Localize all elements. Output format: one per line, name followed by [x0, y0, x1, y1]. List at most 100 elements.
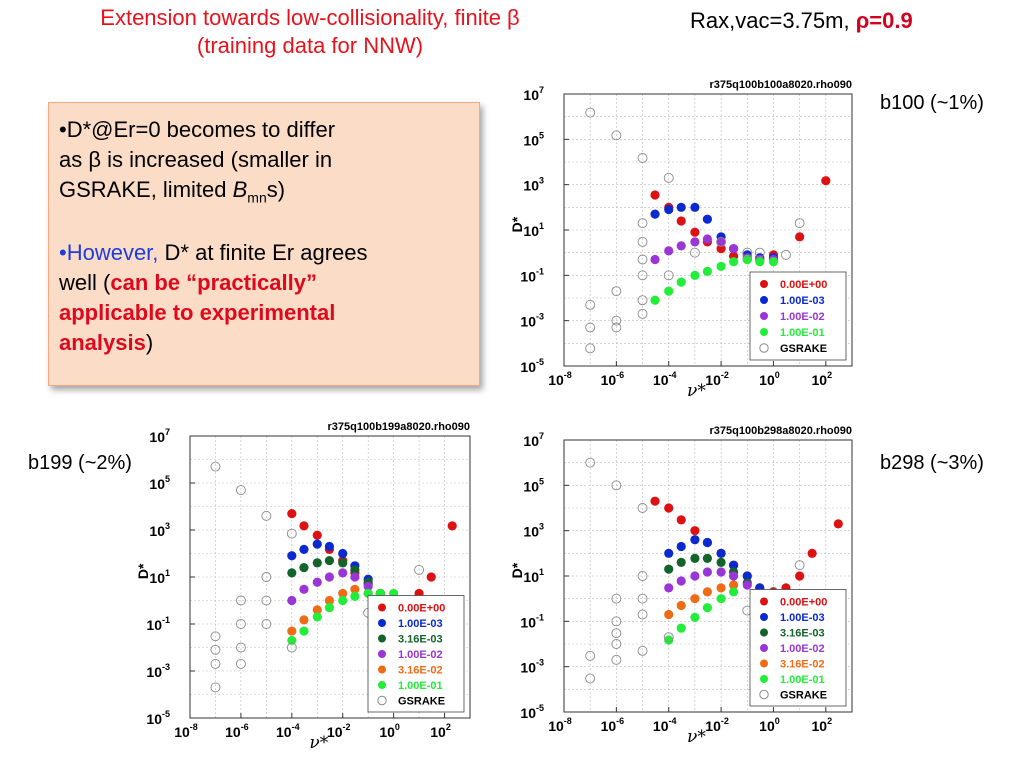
rax-text: Rax,vac=3.75m,: [690, 8, 856, 33]
x-tick-label: 10-2: [705, 716, 729, 734]
data-point: [690, 594, 700, 604]
y-axis-label: D*: [135, 563, 151, 579]
data-point: [690, 202, 700, 212]
data-point: [637, 218, 648, 229]
data-point: [690, 237, 700, 247]
legend-marker: [378, 603, 386, 612]
data-point: [664, 246, 674, 256]
data-point: [676, 241, 686, 251]
data-point: [664, 564, 674, 574]
x-tick-label: 10-8: [548, 716, 572, 734]
data-point: [637, 593, 648, 604]
data-point: [324, 541, 335, 552]
data-point: [716, 594, 726, 604]
data-point: [287, 568, 297, 578]
legend-marker: [760, 644, 768, 652]
data-point: [637, 308, 648, 319]
data-point: [676, 557, 686, 567]
data-point: [338, 595, 348, 606]
data-point: [585, 107, 596, 118]
y-tick-label: 10-1: [520, 266, 544, 284]
data-point: [716, 583, 726, 593]
data-point: [312, 577, 322, 587]
legend-marker: [378, 665, 386, 674]
chart-title: r375q100b298a8020.rho090: [710, 425, 853, 437]
x-axis-label: ν*: [687, 381, 706, 401]
data-point: [690, 553, 700, 563]
slide-title-line1: Extension towards low-collisionality, fi…: [100, 5, 520, 30]
x-tick-label: 102: [430, 722, 451, 740]
data-point: [312, 539, 322, 549]
bullet2-line2-pre: well (: [59, 270, 111, 296]
data-point: [689, 247, 700, 258]
chart-title: r375q100b199a8020.rho090: [328, 421, 471, 433]
data-point: [690, 571, 700, 581]
data-point: [637, 153, 648, 163]
data-point: [585, 650, 596, 661]
bullet2-however: •However,: [59, 240, 165, 266]
y-tick-label: 10-3: [146, 662, 170, 680]
data-point: [728, 580, 739, 590]
legend-label: 1.00E-03: [780, 295, 825, 307]
y-tick-label: 103: [523, 176, 544, 194]
data-point: [447, 521, 457, 531]
x-tick-label: 10-8: [174, 722, 198, 740]
data-point: [728, 560, 739, 570]
series-1.00E-02: [287, 568, 373, 606]
data-point: [611, 628, 622, 639]
data-point: [585, 457, 596, 468]
b298-tag: b298 (~3%): [880, 452, 984, 474]
x-tick-label: 10-6: [601, 370, 625, 388]
data-point: [235, 642, 246, 653]
data-point: [299, 563, 309, 573]
data-point: [312, 558, 322, 568]
legend-label: 3.16E-03: [780, 628, 825, 640]
data-point: [702, 537, 713, 548]
y-tick-label: 101: [149, 568, 170, 586]
legend-label: 3.16E-02: [398, 665, 443, 677]
y-tick-label: 107: [149, 427, 170, 445]
y-tick-label: 101: [523, 221, 544, 239]
legend-label: GSRAKE: [780, 690, 827, 702]
bullet-gap: [59, 212, 465, 238]
y-tick-label: 10-5: [146, 709, 170, 727]
data-point: [690, 227, 700, 237]
data-point: [261, 595, 272, 606]
data-point: [664, 548, 674, 558]
data-point: [299, 521, 309, 531]
data-point: [780, 249, 791, 260]
series-3.16E-02: [664, 580, 739, 620]
series-1.00E-01: [650, 254, 779, 305]
series-1.00E-02: [664, 567, 752, 593]
data-point: [299, 626, 309, 636]
data-point: [611, 286, 622, 297]
data-point: [676, 541, 686, 552]
data-point: [363, 581, 373, 591]
data-point: [716, 548, 726, 558]
data-point: [286, 642, 297, 653]
data-point: [611, 639, 622, 649]
data-point: [637, 295, 648, 306]
data-point: [585, 322, 596, 333]
legend-marker: [759, 689, 769, 700]
legend-label: 3.16E-02: [780, 659, 825, 671]
data-point: [664, 635, 674, 645]
rho-text: ρ=0.9: [855, 8, 913, 33]
data-point: [350, 591, 360, 601]
y-axis-label: D*: [509, 562, 525, 578]
data-point: [664, 286, 674, 296]
summary-box: •D*@Er=0 becomes to differ as β is incre…: [48, 102, 480, 386]
data-point: [210, 682, 221, 693]
data-point: [611, 654, 622, 665]
data-point: [261, 510, 272, 521]
data-point: [585, 673, 596, 684]
data-point: [664, 503, 674, 513]
legend-label: 1.00E-01: [780, 327, 825, 339]
series-3.16E-03: [287, 555, 385, 599]
legend-label: 0.00E+00: [780, 597, 827, 609]
data-point: [650, 295, 660, 305]
data-point: [716, 237, 726, 247]
data-point: [728, 571, 739, 581]
data-point: [338, 588, 348, 599]
data-point: [728, 257, 739, 267]
